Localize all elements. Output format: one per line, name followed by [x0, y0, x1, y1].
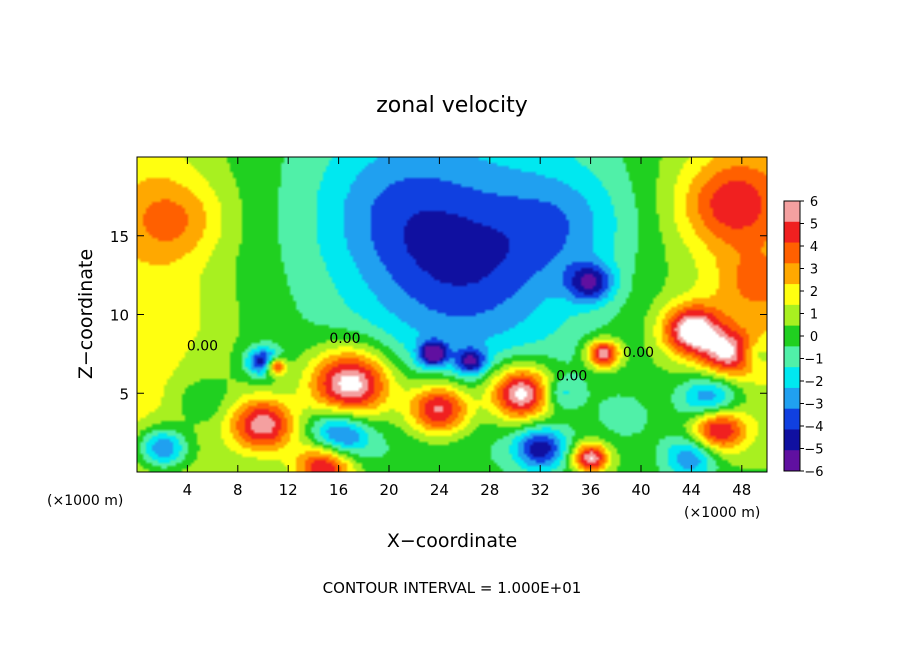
colorbar-swatch	[784, 387, 800, 410]
x-tick-label: 28	[480, 481, 499, 499]
x-tick-label: 40	[631, 481, 650, 499]
colorbar-swatch	[784, 367, 800, 389]
chart-title: zonal velocity	[376, 93, 528, 118]
colorbar-label: 6	[810, 195, 818, 210]
x-axis: 4 8 12 16 20 24 28 32 36 40 44 48	[183, 157, 751, 499]
x-tick-label: 16	[329, 481, 348, 499]
contour-labels: 0.00 0.00 0.00 0.00	[187, 331, 654, 385]
y-tick-label: 5	[119, 385, 129, 403]
colorbar-label: 3	[810, 263, 818, 278]
y-tick-label: 15	[110, 228, 129, 246]
colorbar-label: 2	[810, 285, 818, 300]
colorbar-label: −1	[804, 353, 823, 368]
x-unit-right: (×1000 m)	[684, 505, 760, 521]
x-unit-left: (×1000 m)	[47, 493, 123, 509]
colorbar-label: 4	[810, 240, 818, 255]
heatmap-field	[137, 157, 767, 472]
y-tick-label: 10	[110, 307, 129, 325]
colorbar-swatch	[784, 304, 800, 327]
contour-label: 0.00	[623, 345, 654, 361]
colorbar-label: 1	[810, 308, 818, 323]
colorbar-swatch	[784, 325, 800, 347]
colorbar-swatch	[784, 242, 800, 264]
colorbar-label: −5	[804, 443, 823, 458]
x-tick-label: 32	[531, 481, 550, 499]
colorbar-label: −2	[804, 375, 823, 390]
colorbar-label: −4	[804, 420, 823, 435]
x-tick-label: 48	[732, 481, 751, 499]
x-axis-label: X−coordinate	[387, 530, 517, 552]
colorbar-label: −6	[804, 465, 823, 480]
contour-label: 0.00	[556, 369, 587, 385]
colorbar-swatch	[784, 429, 800, 451]
x-tick-label: 24	[430, 481, 449, 499]
colorbar-label: 5	[810, 218, 818, 233]
x-tick-label: 8	[233, 481, 243, 499]
colorbar-swatch	[784, 408, 800, 430]
contour-label: 0.00	[187, 339, 218, 355]
colorbar-swatch	[784, 201, 800, 223]
heatmap-image	[137, 157, 767, 472]
colorbar-swatch	[784, 346, 800, 368]
x-tick-label: 36	[581, 481, 600, 499]
contour-interval-note: CONTOUR INTERVAL = 1.000E+01	[323, 579, 582, 597]
x-tick-label: 44	[682, 481, 701, 499]
y-axis: 5 10 15	[110, 228, 767, 403]
colorbar-label: 0	[810, 330, 818, 345]
colorbar-swatch	[784, 284, 800, 306]
colorbar: 6 5 4 3 2 1 0 −1 −2 −3 −4 −5 −6	[783, 195, 824, 480]
x-tick-label: 12	[279, 481, 298, 499]
colorbar-swatch	[784, 450, 800, 472]
colorbar-label: −3	[804, 398, 823, 413]
colorbar-swatch	[784, 263, 800, 285]
colorbar-swatch	[784, 221, 800, 244]
y-axis-label: Z−coordinate	[75, 249, 97, 379]
x-tick-label: 20	[379, 481, 398, 499]
x-tick-label: 4	[183, 481, 193, 499]
contour-label: 0.00	[329, 331, 360, 347]
